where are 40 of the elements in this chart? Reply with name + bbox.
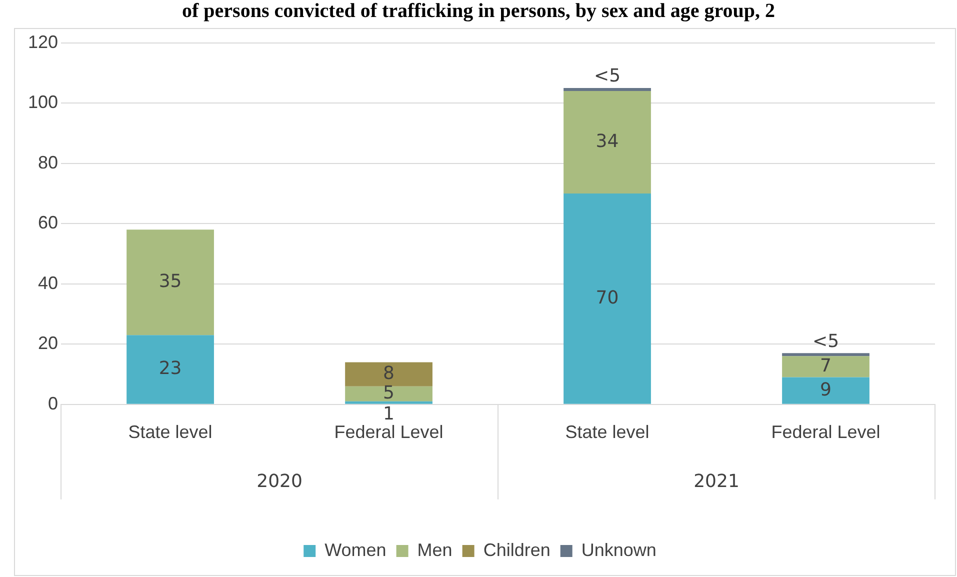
bar [564,88,651,92]
bar [126,230,214,336]
data-label: 35 [158,271,182,292]
data-label: 70 [596,287,619,308]
bar [126,335,214,404]
x-tick-label: Federal Level [771,422,880,442]
y-tick-label: 100 [28,92,58,112]
data-label: 5 [383,382,394,404]
bar [782,377,870,404]
y-tick-label: 40 [38,272,58,293]
y-tick-label: 120 [28,32,58,52]
bar [345,401,432,404]
bar [345,362,432,386]
bar [782,356,870,378]
data-label: 34 [596,130,619,152]
legend-label: Men [417,540,452,560]
x-tick-label: Federal Level [334,422,444,442]
data-label: 8 [383,362,394,384]
data-label: <5 [812,330,840,352]
data-label: 9 [820,379,832,400]
legend-label: Women [324,540,386,560]
chart-title: of persons convicted of trafficking in persons, by sex and age group, 2 [181,0,776,23]
bar [564,193,651,404]
y-tick-label: 60 [38,212,58,233]
bar [345,386,432,402]
x-tick-label: State level [565,422,650,442]
data-label: 1 [383,404,394,425]
data-label: 7 [820,355,832,376]
text: 2021 [694,471,740,492]
text: 2020 [256,471,302,492]
y-tick-label: 80 [38,152,58,172]
data-label: 23 [158,358,182,380]
y-tick-label: 0 [48,393,58,414]
legend-label: Unknown [581,540,656,560]
legend-label: Children [483,540,550,560]
bar [782,353,870,356]
y-tick-label: 20 [38,333,58,354]
x-tick-label: State level [128,422,212,442]
data-label: <5 [594,66,621,87]
bar [564,91,651,194]
